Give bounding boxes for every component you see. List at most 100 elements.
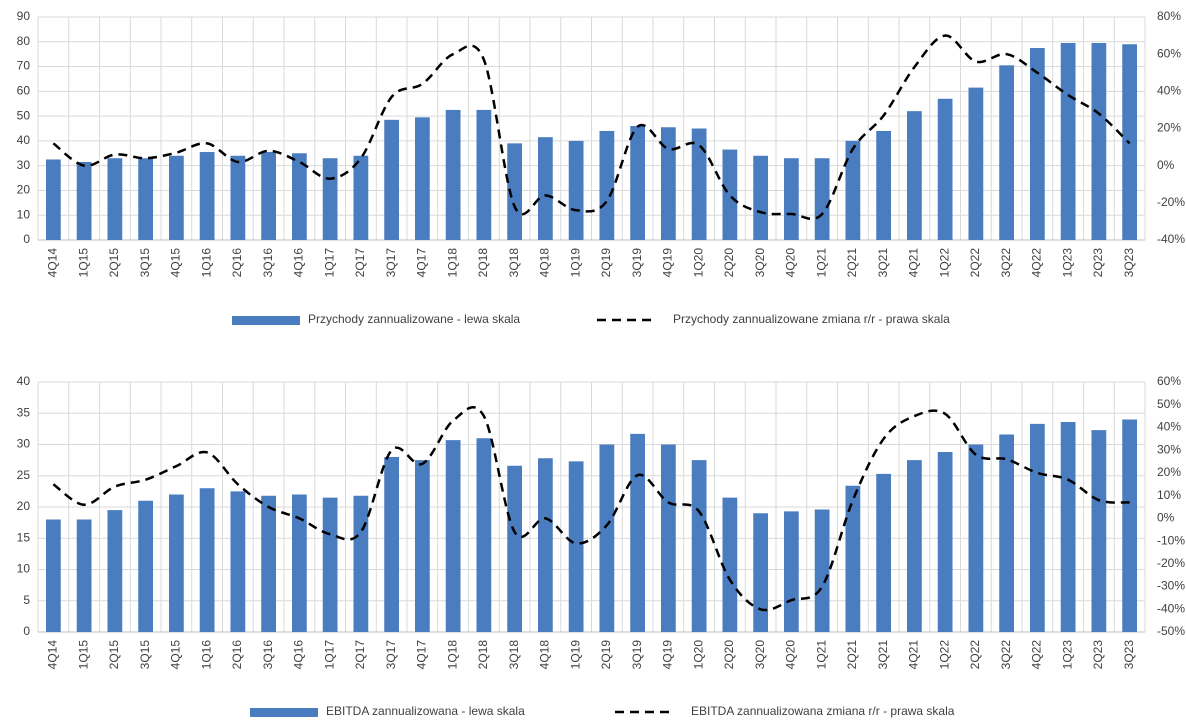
bar xyxy=(906,460,922,632)
y2-tick-label: -40% xyxy=(1157,601,1185,615)
y2-tick-label: 0% xyxy=(1157,511,1175,525)
x-tick-label: 3Q15 xyxy=(138,248,152,278)
bar xyxy=(568,461,584,632)
bar xyxy=(445,109,461,241)
bar xyxy=(414,117,430,240)
legend-swatch xyxy=(232,316,300,325)
x-tick-label: 2Q21 xyxy=(845,248,859,278)
bar xyxy=(45,159,61,240)
x-tick-label: 1Q21 xyxy=(814,640,828,670)
x-tick-label: 3Q20 xyxy=(753,640,767,670)
x-tick-label: 4Q20 xyxy=(784,640,798,670)
bar xyxy=(353,495,369,632)
bar xyxy=(906,111,922,241)
legend-label: Przychody zannualizowane zmiana r/r - pr… xyxy=(673,312,950,326)
bar xyxy=(1029,47,1045,240)
y2-tick-label: -20% xyxy=(1157,556,1185,570)
x-tick-label: 3Q21 xyxy=(876,248,890,278)
bar xyxy=(291,494,307,632)
x-tick-label: 4Q21 xyxy=(907,248,921,278)
x-tick-label: 4Q20 xyxy=(784,248,798,278)
bar xyxy=(199,488,215,632)
x-tick-label: 1Q18 xyxy=(445,640,459,670)
x-tick-label: 4Q18 xyxy=(538,640,552,670)
x-tick-label: 4Q17 xyxy=(415,640,429,670)
bar xyxy=(107,510,123,632)
y-tick-label: 35 xyxy=(17,405,31,419)
bar xyxy=(783,158,799,240)
bar xyxy=(1091,430,1107,632)
bar xyxy=(1122,419,1138,632)
x-tick-label: 4Q21 xyxy=(907,640,921,670)
x-tick-label: 3Q15 xyxy=(138,640,152,670)
y2-tick-label: 30% xyxy=(1157,442,1181,456)
line xyxy=(52,406,1130,612)
x-tick-label: 1Q16 xyxy=(199,248,213,278)
y-tick-label: 0 xyxy=(23,624,30,638)
bar xyxy=(999,434,1015,632)
legend-label: EBITDA zannualizowana zmiana r/r - prawa… xyxy=(691,704,955,718)
bar xyxy=(199,152,215,240)
x-tick-label: 4Q15 xyxy=(169,248,183,278)
y-tick-label: 50 xyxy=(17,108,31,122)
x-tick-label: 3Q19 xyxy=(630,248,644,278)
x-tick-label: 2Q17 xyxy=(353,640,367,670)
x-tick-label: 3Q23 xyxy=(1122,640,1136,670)
bar xyxy=(322,497,338,632)
x-tick-label: 1Q19 xyxy=(568,640,582,670)
bar xyxy=(968,87,984,240)
y-tick-label: 40 xyxy=(17,374,31,388)
bar xyxy=(753,513,769,632)
y-tick-label: 60 xyxy=(17,84,31,98)
x-tick-label: 2Q20 xyxy=(722,640,736,670)
y-tick-label: 30 xyxy=(17,158,31,172)
x-tick-label: 3Q16 xyxy=(261,640,275,670)
x-tick-label: 3Q21 xyxy=(876,640,890,670)
x-tick-label: 4Q22 xyxy=(1030,248,1044,278)
y2-tick-label: 20% xyxy=(1157,465,1181,479)
x-tick-label: 2Q23 xyxy=(1091,248,1105,278)
x-tick-label: 1Q17 xyxy=(322,640,336,670)
x-tick-label: 4Q16 xyxy=(292,248,306,278)
bar xyxy=(537,458,553,632)
x-tick-label: 2Q18 xyxy=(476,640,490,670)
y-tick-label: 10 xyxy=(17,562,31,576)
bar xyxy=(476,438,492,632)
bar xyxy=(322,158,338,240)
bar xyxy=(814,158,830,240)
x-tick-label: 3Q23 xyxy=(1122,248,1136,278)
bar xyxy=(138,500,154,632)
legend-label: EBITDA zannualizowana - lewa skala xyxy=(326,704,525,718)
bar xyxy=(1060,422,1076,632)
y-tick-label: 80 xyxy=(17,34,31,48)
x-tick-label: 2Q15 xyxy=(107,248,121,278)
bar xyxy=(1091,43,1107,241)
x-tick-label: 1Q18 xyxy=(445,248,459,278)
bar xyxy=(76,519,92,632)
x-tick-label: 1Q21 xyxy=(814,248,828,278)
y-tick-label: 5 xyxy=(23,593,30,607)
bar xyxy=(845,140,861,240)
y-tick-label: 15 xyxy=(17,530,31,544)
chart: 0 5 10 15 20 25 30 35 40 -50% -40% -30% -20% -10% 0% 10… xyxy=(17,374,1186,718)
bar xyxy=(937,98,953,241)
bar xyxy=(599,444,615,632)
bar xyxy=(507,465,523,632)
bar xyxy=(999,65,1015,240)
bar xyxy=(630,126,646,240)
line xyxy=(52,34,1131,221)
y-tick-label: 20 xyxy=(17,183,31,197)
x-tick-label: 2Q20 xyxy=(722,248,736,278)
y2-tick-label: 10% xyxy=(1157,488,1181,502)
x-tick-label: 1Q22 xyxy=(937,640,951,670)
bar xyxy=(537,137,553,240)
bar xyxy=(630,433,646,632)
y2-tick-label: 40% xyxy=(1157,84,1181,98)
chart: 0 10 20 30 40 50 60 70 80 90 -40% -20% 0% 20% 40% 60% 80… xyxy=(17,9,1186,326)
x-tick-label: 1Q19 xyxy=(568,248,582,278)
y-tick-label: 10 xyxy=(17,207,31,221)
x-tick-label: 1Q16 xyxy=(199,640,213,670)
bar xyxy=(722,149,738,240)
x-tick-label: 3Q18 xyxy=(507,640,521,670)
